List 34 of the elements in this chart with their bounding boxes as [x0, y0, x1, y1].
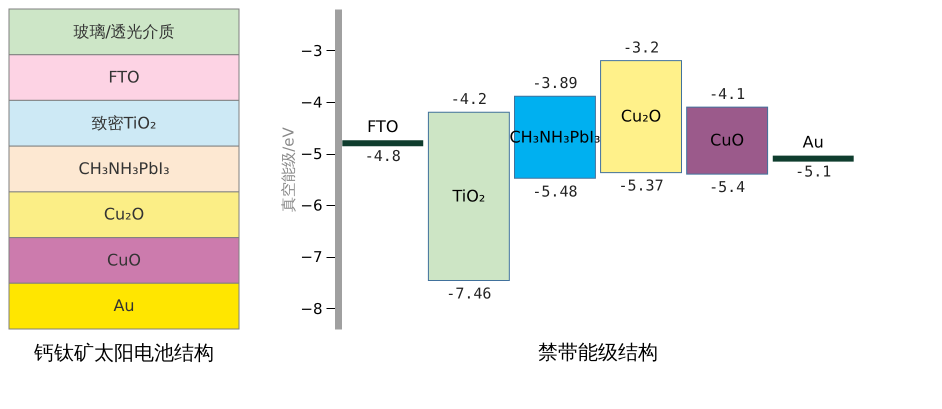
category-label: 玻璃/透光介质 — [73, 22, 175, 41]
bar — [428, 112, 510, 281]
category-label: Cu₂O — [104, 204, 144, 224]
y-axis-title: 真空能级/eV — [279, 126, 298, 212]
annotation: -3.89 — [532, 74, 578, 92]
annotation: -4.1 — [709, 85, 746, 104]
category-label: 致密TiO₂ — [92, 113, 156, 132]
category-label: Au — [802, 132, 824, 152]
annotation: -5.37 — [618, 176, 664, 195]
y-tick-label: −3 — [300, 42, 322, 60]
category-label: CuO — [107, 250, 141, 270]
annotation: -5.4 — [709, 178, 746, 196]
annotation: -7.46 — [446, 284, 492, 302]
text: 钙钛矿太阳电池结构 — [33, 340, 214, 364]
y-tick-label: −7 — [300, 248, 322, 266]
y-tick-label: −6 — [300, 196, 322, 215]
annotation: -5.1 — [795, 162, 832, 181]
category-label: Cu₂O — [620, 106, 662, 126]
bar — [686, 106, 768, 175]
annotation: -4.2 — [450, 90, 487, 108]
annotation: -3.2 — [622, 38, 660, 57]
category-label: TiO₂ — [452, 186, 486, 206]
text: 禁带能级结构 — [538, 340, 658, 364]
bar — [600, 60, 682, 174]
category-label: CuO — [710, 130, 744, 150]
y-tick-label: −5 — [300, 145, 322, 164]
annotation: -4.8 — [364, 147, 401, 166]
y-tick-label: −8 — [300, 300, 322, 318]
annotation: -5.48 — [532, 182, 578, 200]
category-label: FTO — [367, 117, 398, 136]
category-label: CH₃NH₃PbI₃ — [78, 159, 170, 178]
category-label: Au — [113, 296, 135, 316]
category-label: FTO — [108, 68, 140, 87]
y-tick-label: −4 — [300, 93, 322, 112]
